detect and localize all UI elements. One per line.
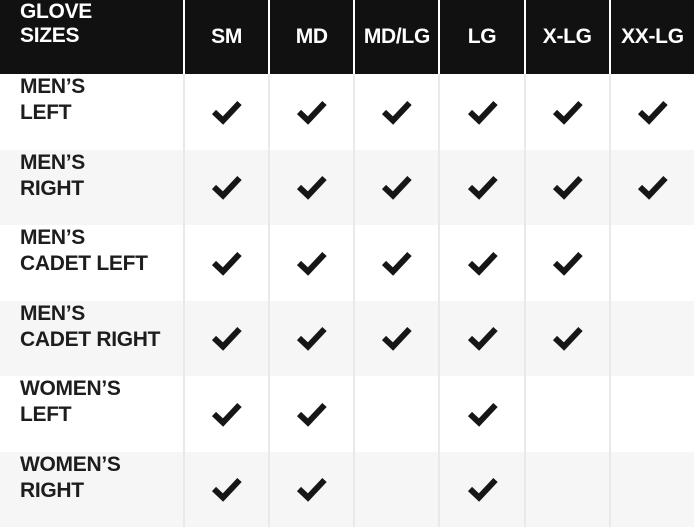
column-header-xx-lg: XX-LG <box>608 0 694 74</box>
check-icon <box>551 99 584 125</box>
column-header-label: X-LG <box>542 25 592 48</box>
check-icon <box>636 174 669 200</box>
availability-cell-checked <box>438 149 524 225</box>
row-label-line1: MEN’S <box>20 226 86 249</box>
availability-cell-empty <box>608 300 694 376</box>
availability-cell-empty <box>608 451 694 527</box>
availability-cell-checked <box>183 74 269 150</box>
availability-cell-checked <box>438 300 524 376</box>
check-icon <box>466 99 499 125</box>
availability-cell-empty <box>353 451 439 527</box>
availability-cell-empty <box>608 225 694 301</box>
row-label-line2: RIGHT <box>20 176 84 200</box>
availability-cell-checked <box>438 74 524 150</box>
availability-cell-empty <box>353 376 439 452</box>
column-header-lg: LG <box>438 0 524 74</box>
row-label-men-s-left: MEN’S LEFT <box>0 74 183 150</box>
check-icon <box>210 99 243 125</box>
availability-cell-checked <box>268 300 354 376</box>
row-label-women-s-right: WOMEN’S RIGHT <box>0 451 183 527</box>
column-header-x-lg: X-LG <box>523 0 609 74</box>
availability-cell-checked <box>523 74 609 150</box>
table-title-cell: GLOVE SIZES <box>0 0 183 74</box>
check-icon <box>466 476 499 502</box>
check-icon <box>466 401 499 427</box>
availability-cell-checked <box>523 149 609 225</box>
availability-cell-checked <box>608 149 694 225</box>
column-header-label: LG <box>467 25 497 48</box>
availability-cell-checked <box>183 376 269 452</box>
column-header-label: XX-LG <box>621 25 684 48</box>
row-label-men-s-right: MEN’S RIGHT <box>0 149 183 225</box>
column-header-sm: SM <box>183 0 269 74</box>
column-header-md: MD <box>268 0 354 74</box>
check-icon <box>636 99 669 125</box>
column-header-label: MD/LG <box>363 25 430 48</box>
check-icon <box>466 174 499 200</box>
check-icon <box>380 174 413 200</box>
check-icon <box>210 174 243 200</box>
availability-cell-checked <box>353 300 439 376</box>
check-icon <box>551 250 584 276</box>
row-label-line2: LEFT <box>20 101 72 124</box>
row-label-line2: CADET LEFT <box>20 252 148 275</box>
availability-cell-checked <box>353 74 439 150</box>
row-label-line1: MEN’S <box>20 150 86 174</box>
availability-cell-checked <box>183 451 269 527</box>
check-icon <box>380 325 413 351</box>
column-header-label: MD <box>295 25 328 48</box>
availability-cell-checked <box>183 149 269 225</box>
availability-cell-checked <box>608 74 694 150</box>
availability-cell-checked <box>523 300 609 376</box>
availability-cell-checked <box>268 376 354 452</box>
row-label-line2: CADET RIGHT <box>20 327 161 351</box>
availability-cell-checked <box>438 225 524 301</box>
availability-cell-checked <box>353 149 439 225</box>
check-icon <box>210 401 243 427</box>
table-title-line2: SIZES <box>20 24 80 47</box>
check-icon <box>551 325 584 351</box>
check-icon <box>551 174 584 200</box>
availability-cell-checked <box>353 225 439 301</box>
row-label-line2: LEFT <box>20 403 72 426</box>
row-label-line1: MEN’S <box>20 301 86 325</box>
availability-cell-checked <box>438 376 524 452</box>
column-header-label: SM <box>211 25 243 48</box>
row-label-women-s-left: WOMEN’S LEFT <box>0 376 183 452</box>
row-label-line1: WOMEN’S <box>20 452 121 476</box>
check-icon <box>466 325 499 351</box>
availability-cell-checked <box>523 225 609 301</box>
check-icon <box>210 325 243 351</box>
availability-cell-checked <box>268 451 354 527</box>
check-icon <box>380 250 413 276</box>
check-icon <box>380 99 413 125</box>
row-label-line2: RIGHT <box>20 478 84 502</box>
check-icon <box>295 325 328 351</box>
availability-cell-checked <box>268 74 354 150</box>
check-icon <box>466 250 499 276</box>
check-icon <box>295 99 328 125</box>
availability-cell-checked <box>183 300 269 376</box>
check-icon <box>210 250 243 276</box>
availability-cell-checked <box>268 225 354 301</box>
availability-cell-checked <box>438 451 524 527</box>
check-icon <box>295 476 328 502</box>
availability-cell-empty <box>523 451 609 527</box>
check-icon <box>295 174 328 200</box>
row-label-men-s-cadet-left: MEN’S CADET LEFT <box>0 225 183 301</box>
table-title-line1: GLOVE <box>20 0 93 23</box>
check-icon <box>210 476 243 502</box>
availability-cell-checked <box>268 149 354 225</box>
row-label-line1: WOMEN’S <box>20 377 121 400</box>
availability-cell-empty <box>523 376 609 452</box>
row-label-line1: MEN’S <box>20 75 86 98</box>
check-icon <box>295 401 328 427</box>
availability-cell-checked <box>183 225 269 301</box>
check-icon <box>295 250 328 276</box>
availability-cell-empty <box>608 376 694 452</box>
column-header-md-lg: MD/LG <box>353 0 439 74</box>
row-label-men-s-cadet-right: MEN’S CADET RIGHT <box>0 300 183 376</box>
